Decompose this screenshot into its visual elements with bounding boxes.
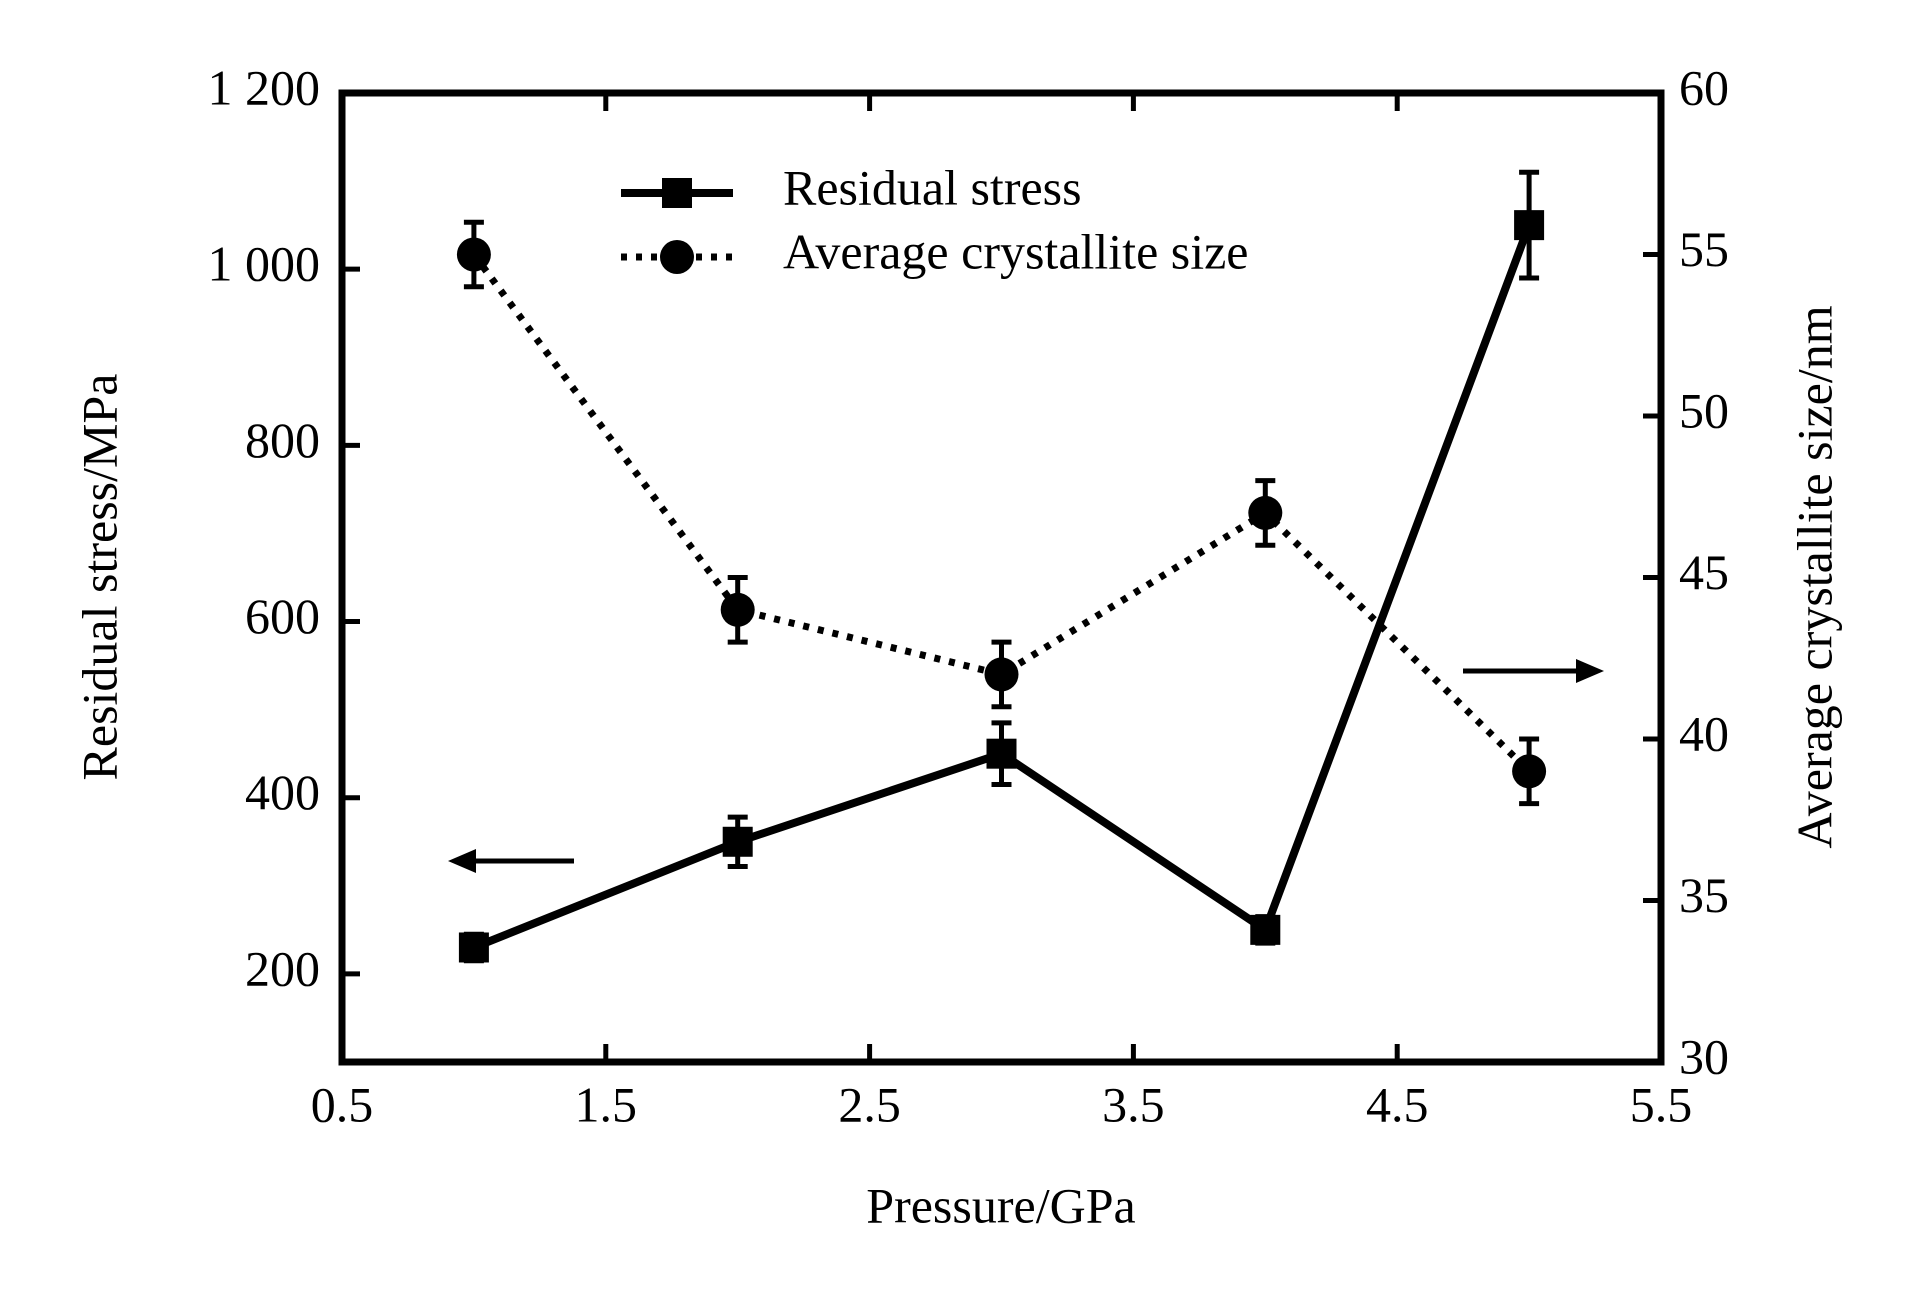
y-axis-label: Residual stress/MPa [71, 374, 127, 781]
x-tick-label: 5.5 [1630, 1076, 1693, 1132]
data-point [1248, 495, 1283, 530]
y2-tick-label: 60 [1679, 59, 1729, 115]
y-tick-label: 400 [245, 764, 320, 820]
data-point [1512, 754, 1547, 789]
x-axis-label: Pressure/GPa [866, 1177, 1135, 1233]
legend-label: Residual stress [783, 159, 1082, 215]
y2-tick-label: 45 [1679, 544, 1729, 600]
data-point [722, 826, 753, 857]
legend-marker [662, 178, 692, 208]
data-point [1514, 210, 1545, 241]
data-point [458, 932, 489, 963]
y2-axis-label: Average crystallite size/nm [1786, 305, 1842, 848]
plot-frame [338, 89, 1665, 1066]
data-point [1250, 914, 1281, 945]
x-tick-label: 1.5 [575, 1076, 638, 1132]
data-point [986, 738, 1017, 769]
right-arrow [1463, 659, 1604, 683]
x-tick-label: 2.5 [838, 1076, 901, 1132]
x-tick-label: 0.5 [311, 1076, 374, 1132]
y-tick-label: 600 [245, 588, 320, 644]
left-arrow [448, 849, 574, 873]
legend-marker [660, 240, 694, 274]
y2-tick-label: 30 [1679, 1028, 1729, 1084]
x-tick-label: 3.5 [1102, 1076, 1165, 1132]
y2-tick-label: 50 [1679, 382, 1729, 438]
y-tick-label: 200 [245, 940, 320, 996]
y2-tick-label: 35 [1679, 867, 1729, 923]
x-tick-label: 4.5 [1366, 1076, 1429, 1132]
data-point [984, 657, 1019, 692]
y-tick-label: 800 [245, 412, 320, 468]
legend-label: Average crystallite size [783, 223, 1249, 279]
data-point [720, 592, 755, 627]
y-tick-label: 1 000 [208, 236, 321, 292]
data-point [456, 237, 491, 272]
series-line [472, 223, 1533, 952]
y2-tick-label: 55 [1679, 221, 1729, 277]
y-tick-label: 1 200 [208, 59, 321, 115]
y2-tick-label: 40 [1679, 705, 1729, 761]
